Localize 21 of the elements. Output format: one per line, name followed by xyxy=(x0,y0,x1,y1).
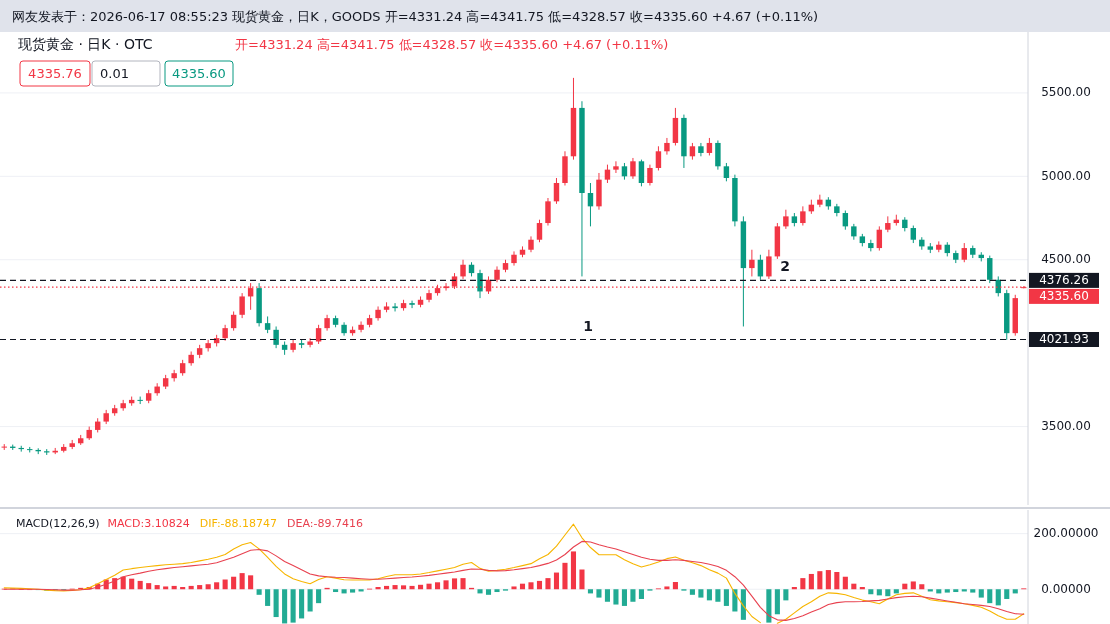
ref-line-label: 4335.60 xyxy=(1039,288,1089,303)
annotation: 4335.76 xyxy=(28,65,82,81)
annotation: 1 xyxy=(583,317,593,334)
ref-line-label: 4021.93 xyxy=(1039,332,1089,346)
ref-line-label: 4376.26 xyxy=(1039,272,1089,287)
y-tick-label: 5500.00 xyxy=(1041,85,1091,100)
y-tick-label: 3500.00 xyxy=(1041,419,1091,434)
y-tick-label: 5000.00 xyxy=(1041,168,1091,183)
y-tick-label: 200.00000 xyxy=(1033,526,1099,541)
series-label: DIF:-88.18747 xyxy=(199,517,278,530)
annotation: 2 xyxy=(780,258,790,275)
annotation: 4335.60 xyxy=(172,65,226,81)
chart-title: 现货黄金 · 日K · OTC xyxy=(18,36,153,52)
y-tick-label: 4500.00 xyxy=(1041,252,1091,267)
text: MACD(12,26,9) xyxy=(16,517,100,530)
annotation: 0.01 xyxy=(100,65,129,81)
text: 网友发表于：2026-06-17 08:55:23 现货黄金，日K，GOODS 开=4331.24 高=4341.75 低=4328.57 收=4335.60 +4.67 (+0.11%) xyxy=(12,9,819,24)
chart-subtitle: 开=4331.24 高=4341.75 低=4328.57 收=4335.60 +4.67 (+0.11%) xyxy=(235,37,669,52)
text: MACD:3.10824 xyxy=(107,517,190,530)
text: DEA:-89.7416 xyxy=(287,517,363,530)
y-tick-label: 0.00000 xyxy=(1041,581,1091,596)
